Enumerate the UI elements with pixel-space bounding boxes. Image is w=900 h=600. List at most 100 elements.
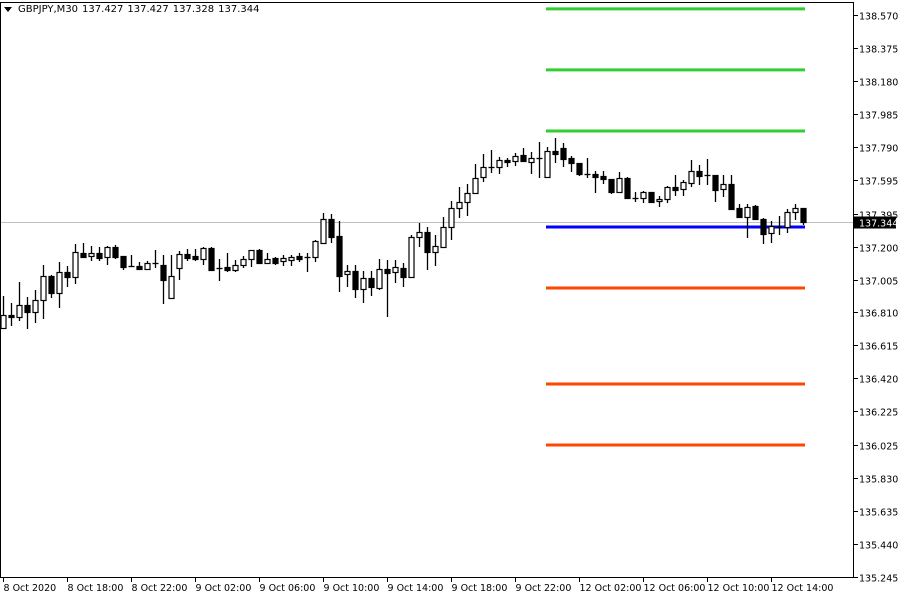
candle-body [728,183,735,211]
candle [352,265,359,298]
triangle-down-icon[interactable] [4,7,12,12]
candle [16,282,23,321]
candle-body [104,246,111,259]
candle [744,204,751,238]
price-tick-label: 137.985 [859,111,898,122]
candle-body [296,255,303,261]
candle-body [352,270,359,291]
candle [648,191,655,204]
candle-body [264,258,271,265]
candle-body [232,264,239,272]
candle [72,244,79,284]
candle [280,255,287,266]
time-tick-label: 8 Oct 2020 [4,583,57,594]
candle [432,235,439,266]
time-axis[interactable]: 8 Oct 2020 8 Oct 18:00 8 Oct 22:00 9 Oct 02… [3,577,834,594]
candle [232,260,239,272]
candle [664,186,671,203]
candle-body [208,247,215,272]
candle [560,143,567,167]
candle [784,209,791,233]
candle [328,214,335,243]
candle-body [384,268,391,275]
candle [64,266,71,287]
candle [424,227,431,270]
candle [592,171,599,193]
candle [56,262,63,308]
candle-body [192,255,199,261]
open-value: 137.427 [82,4,124,15]
candle-body [600,175,607,181]
candle-body [512,155,519,163]
candle [536,142,543,178]
candle-body [520,154,527,163]
price-tick-label: 138.570 [859,12,898,23]
price-tick-label: 135.635 [859,508,898,519]
candle [368,271,375,296]
candle-body [496,159,503,169]
candle [728,175,735,211]
candle [520,148,527,163]
candle-body [528,157,535,164]
time-tick-label: 12 Oct 02:00 [580,583,642,594]
candle-body [608,178,615,194]
candle-body [640,191,647,200]
candle-body [136,265,143,271]
candle-body [448,207,455,229]
candle-body [800,207,807,224]
candle-body [664,186,671,201]
candle-body [792,207,799,214]
candle [296,253,303,262]
candle-body [96,252,103,260]
candle [96,247,103,261]
candle [288,255,295,266]
candle-body [320,218,327,245]
candle-body [16,304,23,319]
candle [736,204,743,219]
candle-body [328,218,335,239]
candle-body [720,183,727,191]
candle [80,243,87,259]
candle-body [88,252,95,258]
candle-body [432,245,439,254]
candle-body [224,266,231,272]
candle-body [760,218,767,236]
candle [136,262,143,271]
candle [376,259,383,290]
candle-body [288,256,295,262]
candle [128,255,135,268]
candle [32,290,39,323]
candle-body [160,264,167,282]
candle [496,157,503,174]
candle-body [736,207,743,219]
candle [168,255,175,300]
candle-body [0,314,7,330]
candle-body [40,275,47,302]
candle [680,180,687,196]
candle [608,178,615,194]
close-value: 137.344 [218,4,260,15]
candle [120,255,127,270]
candle-body [544,150,551,179]
candle [544,147,551,179]
candle-body [168,275,175,300]
candle [216,259,223,281]
candle [712,174,719,202]
candle-body [624,177,631,200]
candle-body [32,299,39,314]
candle [616,172,623,194]
candle-body [744,206,751,219]
candle [800,207,807,225]
candle [528,152,535,174]
chart-frame [0,2,854,578]
price-axis[interactable]: 138.570 138.375 138.180 137.985 137.790 137.5… [854,12,898,585]
price-tick-label: 137.395 [859,211,898,222]
candle-body [472,177,479,195]
candle-body [616,177,623,194]
candle [632,192,639,202]
time-tick-label: 9 Oct 14:00 [388,583,444,594]
bid-label-background [854,216,896,229]
price-tick-label: 138.375 [859,45,898,56]
candle-body [120,255,127,269]
